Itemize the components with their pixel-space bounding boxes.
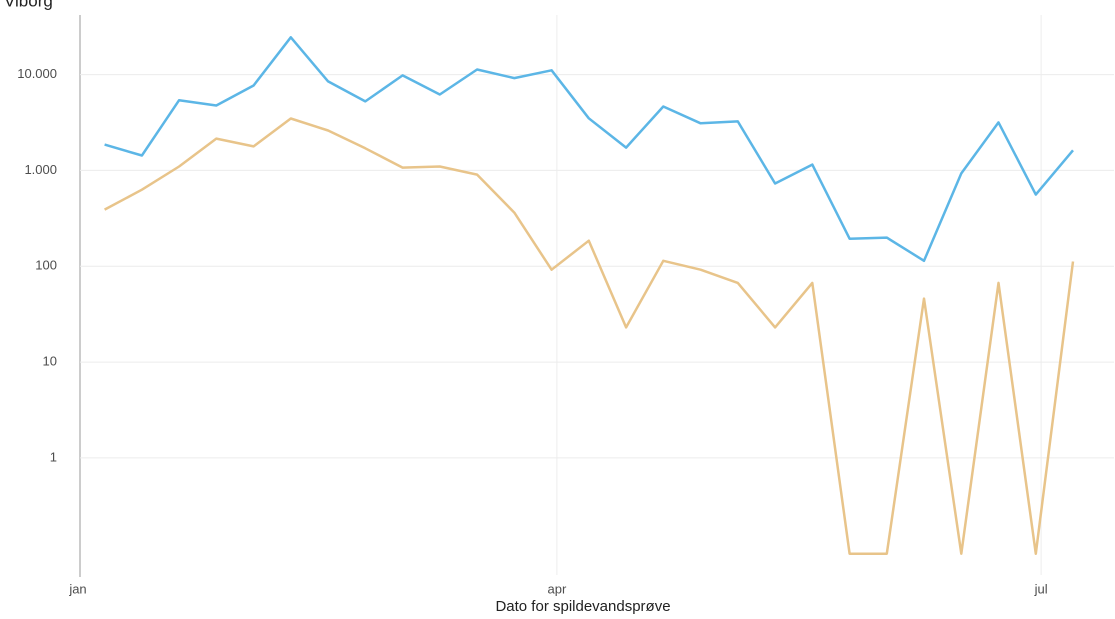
- y-tick-label: 10: [43, 354, 57, 369]
- series-line: [104, 36, 1074, 263]
- x-tick-label: jan: [68, 581, 86, 596]
- y-tick-label: 100: [35, 258, 57, 273]
- y-tick-label: 1: [50, 449, 57, 464]
- x-axis-label: Dato for spildevandsprøve: [495, 598, 670, 615]
- y-tick-label: 10.000: [17, 66, 57, 81]
- chart-title: Viborg: [4, 0, 53, 10]
- x-tick-label: apr: [547, 581, 566, 596]
- y-tick-label: 1.000: [24, 162, 57, 177]
- series-line: [104, 117, 1075, 555]
- x-tick-label: jul: [1034, 581, 1048, 596]
